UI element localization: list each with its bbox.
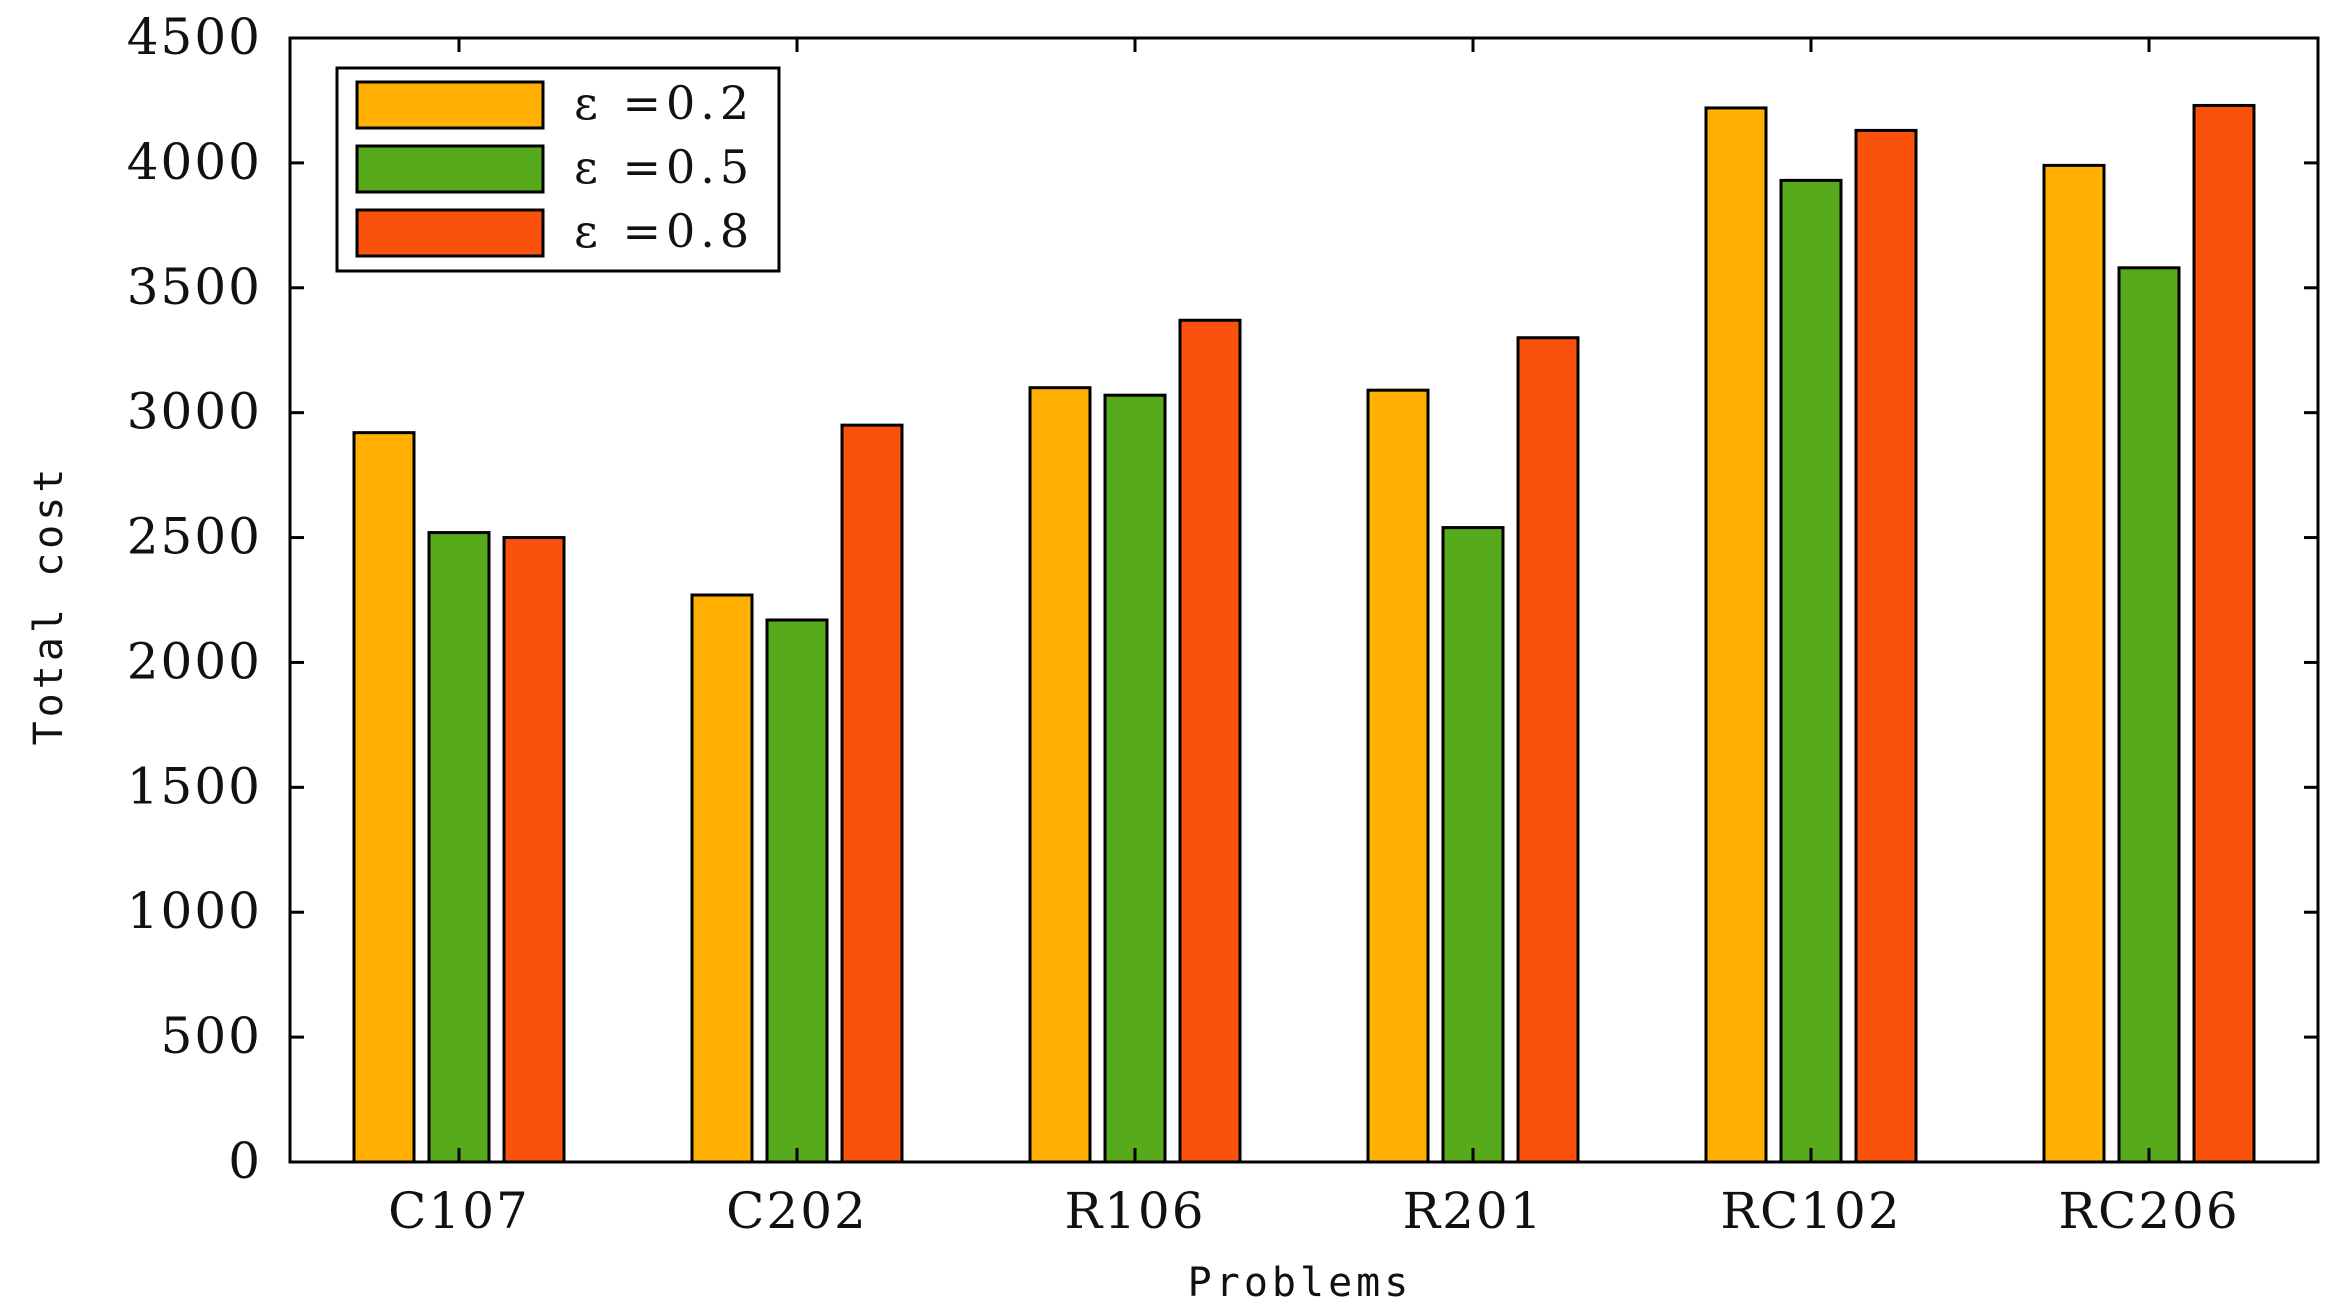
legend-swatch-series-2	[355, 144, 545, 194]
y-tick-label: 1500	[127, 757, 262, 815]
y-tick-label: 2500	[127, 508, 262, 566]
bar-rc102-series-2	[1779, 178, 1843, 1164]
x-tick-label-c107: C107	[388, 1182, 530, 1240]
bar-rc102-series-3	[1854, 128, 1918, 1164]
bar-rc206-series-2	[2117, 266, 2181, 1164]
y-tick-label: 4000	[127, 133, 262, 191]
y-tick-label: 500	[161, 1007, 262, 1065]
y-tick-label: 1000	[127, 882, 262, 940]
bar-c107-series-1	[352, 431, 416, 1164]
y-tick-label: 3000	[127, 383, 262, 441]
x-tick-label-rc102: RC102	[1720, 1182, 1901, 1240]
y-tick-label: 2000	[127, 632, 262, 690]
bar-r201-series-2	[1441, 526, 1505, 1164]
y-tick-label: 0	[228, 1132, 262, 1190]
legend-swatch-series-1	[355, 80, 545, 130]
bar-c202-series-1	[690, 593, 754, 1164]
legend-swatch-series-3	[355, 208, 545, 258]
bar-c202-series-2	[765, 618, 829, 1164]
legend-label-series-1: ε =0.2	[574, 76, 754, 130]
bar-rc206-series-3	[2192, 103, 2256, 1164]
y-tick-label: 3500	[127, 258, 262, 316]
bar-rc102-series-1	[1704, 106, 1768, 1164]
y-axis-title: Total cost	[26, 465, 72, 746]
x-tick-label-rc206: RC206	[2058, 1182, 2239, 1240]
bar-c202-series-3	[840, 423, 904, 1164]
plot-frame	[288, 36, 2320, 1164]
legend-label-series-2: ε =0.5	[574, 140, 754, 194]
bar-r201-series-1	[1366, 388, 1430, 1164]
x-axis-title: Problems	[1188, 1260, 1413, 1306]
bar-r106-series-2	[1103, 393, 1167, 1164]
bar-c107-series-2	[427, 531, 491, 1164]
legend-label-series-3: ε =0.8	[574, 204, 754, 258]
x-tick-label-r106: R106	[1064, 1182, 1205, 1240]
axes-layer: 0 500 1000 1500 2000 2500 3000 3500 4000 4500 C107…	[127, 8, 2320, 1240]
bar-rc206-series-1	[2042, 163, 2106, 1164]
x-tick-label-c202: C202	[726, 1182, 868, 1240]
bar-r106-series-3	[1178, 318, 1242, 1164]
bar-c107-series-3	[502, 536, 566, 1164]
y-tick-label: 4500	[127, 8, 262, 66]
bars-layer	[352, 103, 2256, 1164]
bar-r106-series-1	[1028, 386, 1092, 1164]
legend: ε =0.2 ε =0.5 ε =0.8	[335, 66, 781, 273]
x-tick-label-r201: R201	[1402, 1182, 1543, 1240]
bar-r201-series-3	[1516, 336, 1580, 1164]
